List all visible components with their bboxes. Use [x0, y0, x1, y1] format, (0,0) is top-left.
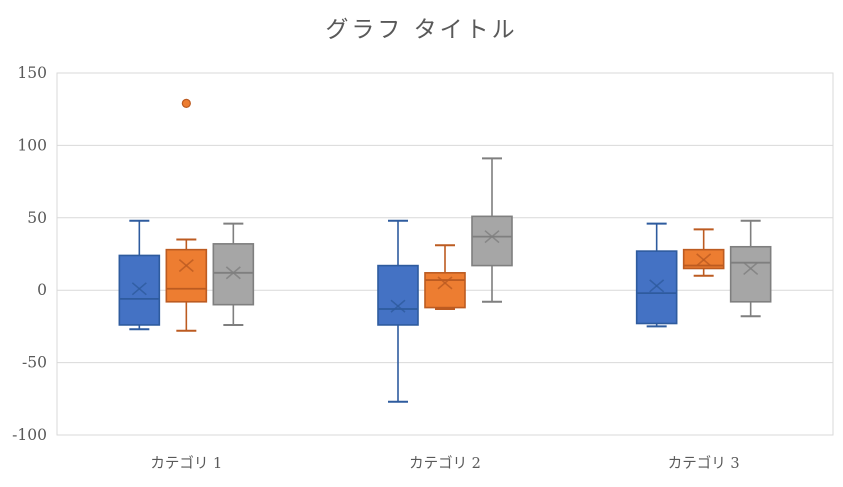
box-blue-cat3	[635, 250, 678, 325]
box-orange-cat2	[424, 272, 466, 309]
mean-marker-gray-cat3	[743, 261, 759, 276]
chart-title: グラフ タイトル	[325, 17, 518, 43]
mean-marker-blue-cat2	[390, 299, 406, 313]
box-orange-cat1	[165, 248, 208, 303]
y-axis-tick-label: 0	[37, 281, 47, 299]
outlier-point-orange-cat1	[181, 98, 191, 109]
x-axis-category-label: カテゴリ 1	[150, 454, 222, 472]
plot-area-border	[56, 72, 834, 436]
mean-marker-orange-cat2	[437, 276, 453, 290]
mean-marker-gray-cat1	[225, 266, 241, 280]
y-axis-tick-label: 150	[17, 64, 47, 82]
y-axis-tick-label: -50	[22, 354, 47, 372]
y-axis-tick-label: 100	[17, 136, 47, 154]
mean-marker-orange-cat1	[178, 259, 194, 273]
mean-marker-orange-cat3	[696, 253, 712, 267]
y-axis-tick-label: -100	[12, 426, 47, 444]
box-gray-cat2	[471, 215, 513, 267]
y-axis-tick-label: 50	[27, 209, 47, 227]
mean-marker-gray-cat2	[484, 230, 500, 244]
box-gray-cat1	[212, 243, 255, 306]
mean-marker-blue-cat1	[131, 282, 147, 296]
box-blue-cat2	[377, 264, 419, 326]
mean-marker-blue-cat3	[649, 279, 665, 293]
x-axis-category-label: カテゴリ 3	[668, 454, 740, 472]
box-blue-cat1	[118, 254, 161, 326]
box-gray-cat3	[729, 245, 772, 303]
x-axis-category-label: カテゴリ 2	[409, 454, 481, 472]
